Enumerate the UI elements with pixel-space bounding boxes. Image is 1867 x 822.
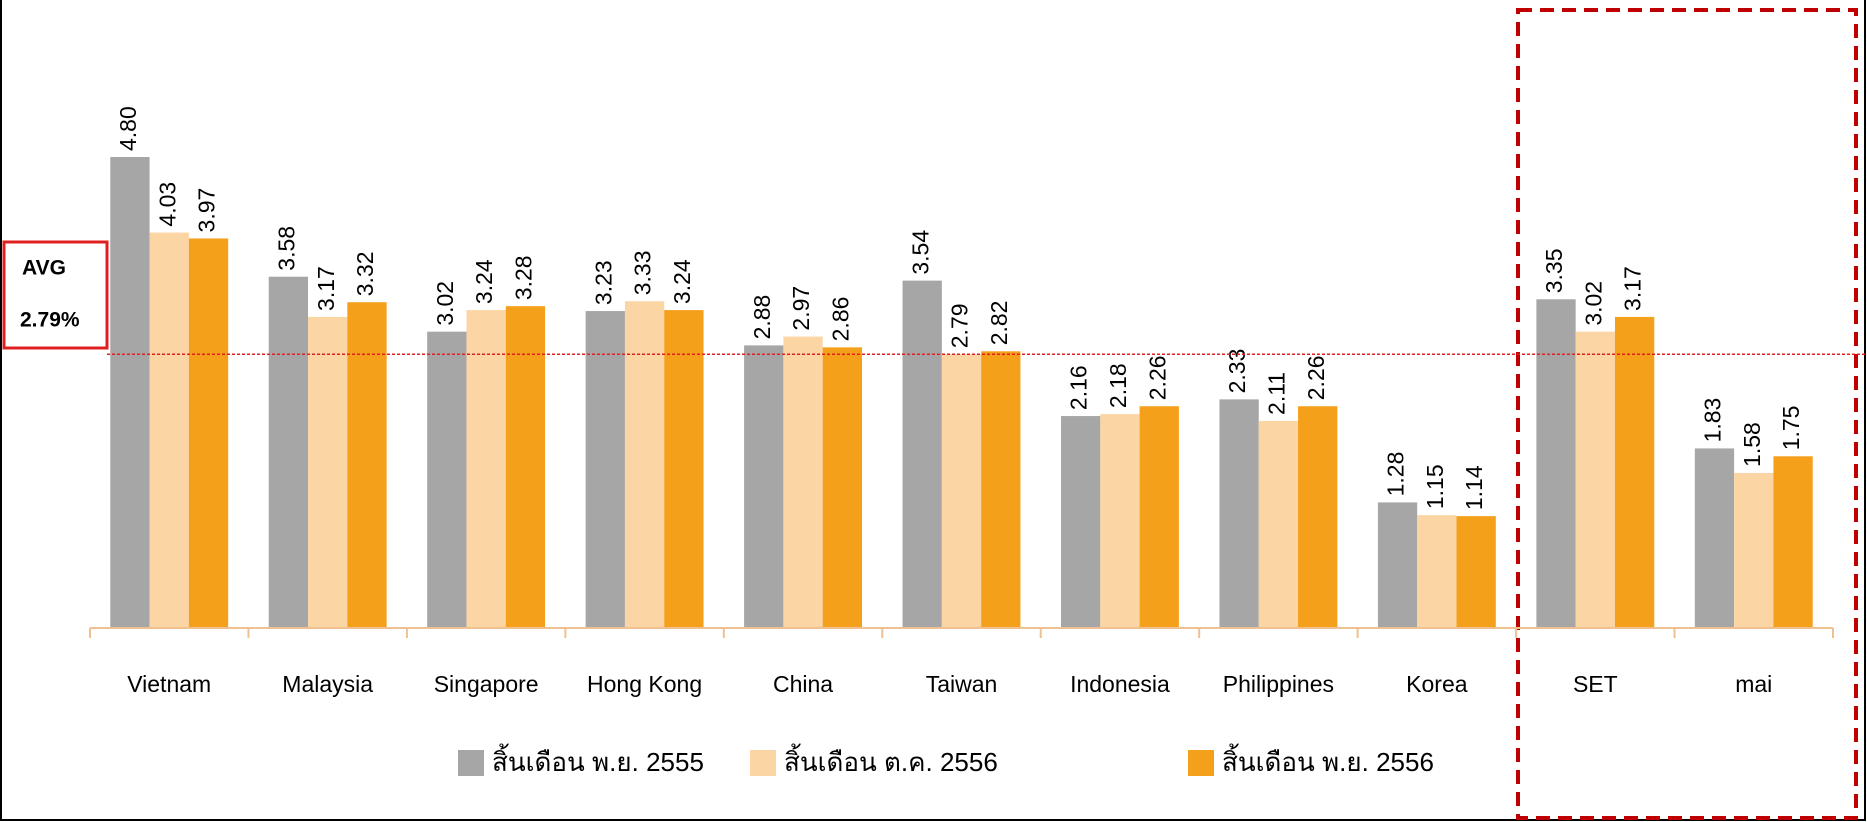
bar (1061, 416, 1101, 628)
data-label: 1.15 (1422, 464, 1448, 509)
data-label: 3.32 (352, 251, 378, 296)
data-label: 2.11 (1263, 372, 1289, 415)
bar (1536, 299, 1576, 628)
legend-label: สิ้นเดือน ต.ค. 2556 (784, 743, 998, 777)
bar (1614, 316, 1655, 628)
x-tick-label: mai (1735, 671, 1772, 697)
data-label: 4.03 (154, 182, 180, 227)
legend-label: สิ้นเดือน พ.ย. 2556 (1222, 743, 1434, 777)
x-tick-label: SET (1573, 671, 1618, 697)
bar (822, 347, 862, 628)
bar (1417, 515, 1457, 628)
x-tick-label: Indonesia (1070, 671, 1170, 697)
bar (1298, 406, 1338, 628)
bar (664, 310, 704, 628)
bar (902, 280, 942, 628)
data-label: 3.33 (630, 250, 656, 295)
bar (188, 238, 229, 628)
bar (783, 336, 823, 628)
data-label: 2.33 (1224, 349, 1250, 394)
data-label: 3.35 (1541, 249, 1567, 294)
bar (427, 331, 467, 628)
data-label: 3.24 (471, 259, 497, 304)
bar (505, 306, 546, 628)
bar (981, 351, 1021, 628)
data-label: 2.97 (788, 286, 814, 331)
data-label: 2.18 (1105, 363, 1131, 408)
x-tick-label: Philippines (1223, 671, 1334, 697)
bar (1575, 331, 1615, 628)
bar (1456, 516, 1496, 628)
bar (941, 354, 982, 628)
data-label: 4.80 (115, 106, 141, 151)
data-label: 3.24 (669, 259, 695, 304)
data-label: 3.02 (432, 281, 458, 326)
avg-value: 2.79% (20, 309, 80, 332)
x-tick-label: Vietnam (127, 671, 211, 697)
data-label: 1.58 (1739, 422, 1765, 467)
data-label: 1.75 (1778, 406, 1804, 451)
data-label: 2.26 (1144, 355, 1170, 400)
x-tick-label: Malaysia (282, 671, 373, 697)
data-label: 3.97 (194, 188, 220, 233)
data-label: 2.86 (827, 297, 853, 342)
bar (585, 311, 625, 628)
bar (149, 232, 189, 628)
data-label: 3.23 (590, 260, 616, 305)
bar (308, 316, 348, 628)
bar (1139, 406, 1179, 628)
data-label: 3.17 (1620, 266, 1646, 311)
data-label: 3.02 (1580, 281, 1606, 326)
data-label: 3.54 (907, 230, 933, 275)
x-tick-label: Singapore (434, 671, 539, 697)
bar (1258, 420, 1299, 628)
x-tick-label: Korea (1406, 671, 1468, 697)
bar (1100, 414, 1140, 628)
data-label: 1.83 (1700, 398, 1726, 443)
data-label: 3.28 (511, 255, 537, 300)
bar (1773, 456, 1813, 628)
bar (1219, 399, 1259, 628)
data-label: 2.82 (986, 301, 1012, 346)
bar (1377, 502, 1418, 628)
avg-box (2, 240, 109, 350)
legend-swatch (458, 750, 484, 776)
avg-label: AVG (22, 257, 66, 280)
x-tick-label: Taiwan (926, 671, 998, 697)
legend-swatch (750, 750, 776, 776)
data-label: 1.28 (1383, 452, 1409, 497)
data-label: 3.17 (313, 266, 339, 311)
x-tick-label: Hong Kong (587, 671, 702, 697)
bar (110, 157, 150, 628)
legend-label: สิ้นเดือน พ.ย. 2555 (492, 743, 704, 777)
data-label: 2.16 (1066, 365, 1092, 410)
legend-swatch (1188, 750, 1214, 776)
bar (624, 301, 665, 628)
bar (268, 276, 309, 628)
data-label: 1.14 (1461, 465, 1487, 510)
bar (1734, 472, 1774, 628)
bar (1694, 448, 1735, 628)
bar (744, 345, 784, 628)
x-tick-label: China (773, 671, 833, 697)
data-label: 3.58 (273, 226, 299, 271)
bar (347, 302, 387, 628)
data-label: 2.88 (749, 295, 775, 340)
data-label: 2.26 (1303, 355, 1329, 400)
bar (466, 310, 506, 628)
data-label: 2.79 (947, 303, 973, 348)
